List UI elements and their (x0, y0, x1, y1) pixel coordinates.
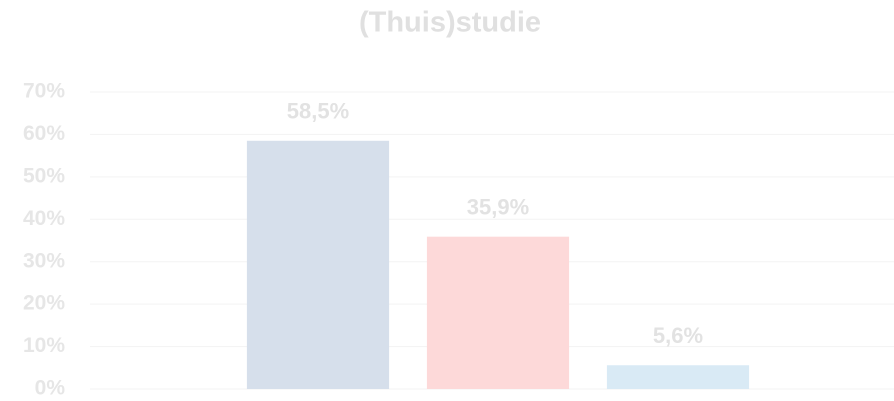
y-tick-label: 10% (23, 334, 65, 357)
y-tick-label: 30% (23, 249, 65, 272)
y-tick-label: 60% (23, 122, 65, 145)
bar (606, 365, 750, 389)
y-tick-label: 20% (23, 292, 65, 315)
data-label: 58,5% (287, 99, 349, 124)
y-tick-label: 70% (23, 80, 65, 103)
data-label: 35,9% (467, 194, 529, 219)
bar (426, 236, 570, 389)
bar (246, 140, 390, 389)
chart-title: (Thuis)studie (359, 7, 541, 39)
y-tick-label: 40% (23, 207, 65, 230)
y-tick-label: 50% (23, 164, 65, 187)
data-label: 5,6% (653, 323, 703, 348)
y-tick-label: 0% (35, 377, 66, 400)
